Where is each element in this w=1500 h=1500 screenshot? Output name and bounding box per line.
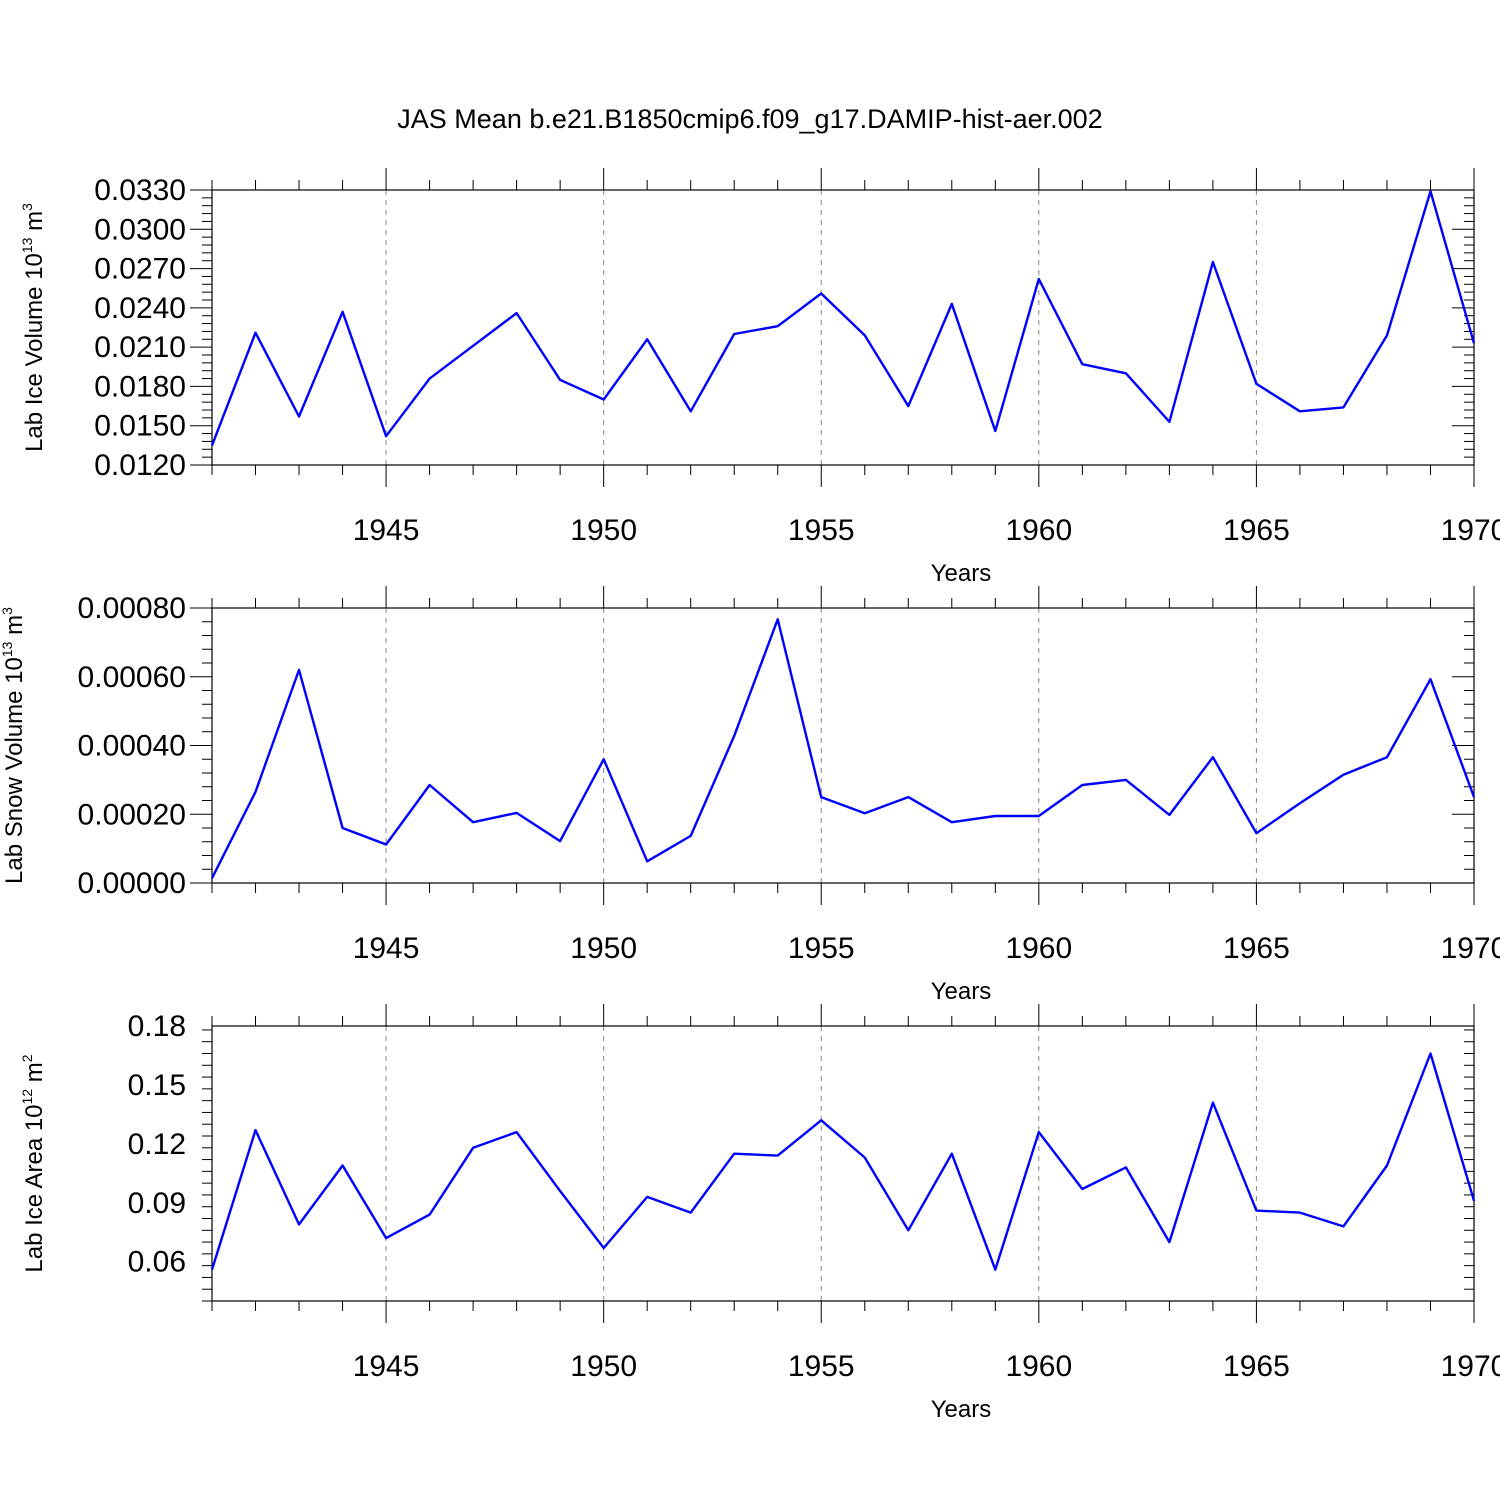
y-tick-label: 0.09: [128, 1187, 186, 1220]
plot-frame: [211, 1025, 1475, 1302]
series-line: [210, 618, 1476, 879]
x-tick-label: 1955: [788, 514, 855, 547]
x-tick-label: 1960: [1005, 1350, 1072, 1383]
x-tick-label: 1955: [788, 932, 855, 965]
y-tick-label: 0.0240: [94, 292, 186, 325]
x-axis-label: Years: [931, 1396, 992, 1423]
y-tick-label: 0.00060: [78, 661, 186, 694]
y-axis-label: Lab Ice Volume 1013 m3: [19, 203, 48, 452]
y-tick-label: 0.06: [128, 1246, 186, 1279]
x-tick-label: 1965: [1223, 1350, 1290, 1383]
y-tick-label: 0.0330: [94, 174, 186, 207]
y-axis-label-unit-exponent: 3: [0, 607, 15, 615]
y-tick-label: 0.12: [128, 1128, 186, 1161]
x-tick-label: 1950: [570, 932, 637, 965]
series-line: [210, 1052, 1476, 1271]
y-axis-label-exponent: 13: [19, 237, 35, 253]
y-tick-label: 0.15: [128, 1069, 186, 1102]
plot-frame: [211, 189, 1475, 466]
y-tick-label: 0.0210: [94, 331, 186, 364]
y-axis-label-main: Lab Snow Volume 10: [1, 657, 28, 884]
panel-1: 1945 1950 1955 1960 1965 1970 0.0120 0.0150 0.01…: [19, 168, 1500, 587]
y-axis-label: Lab Ice Area 1012 m2: [19, 1054, 48, 1272]
y-tick-label: 0.0150: [94, 410, 186, 443]
x-tick-label: 1945: [353, 514, 420, 547]
y-tick-label: 0.00020: [78, 798, 186, 831]
x-tick-label: 1960: [1005, 514, 1072, 547]
y-tick-label: 0.00040: [78, 730, 186, 763]
x-tick-label: 1970: [1441, 932, 1500, 965]
y-axis-label: Lab Snow Volume 1013 m3: [0, 607, 28, 884]
y-tick-label: 0.0180: [94, 370, 186, 403]
y-tick-label: 0.00000: [78, 867, 186, 900]
x-tick-label: 1970: [1441, 1350, 1500, 1383]
x-tick-label: 1965: [1223, 514, 1290, 547]
y-axis-label-exponent: 13: [0, 641, 15, 657]
x-tick-label: 1955: [788, 1350, 855, 1383]
x-tick-label: 1960: [1005, 932, 1072, 965]
y-axis-label-main: Lab Ice Area 10: [21, 1104, 48, 1272]
chart-title: JAS Mean b.e21.B1850cmip6.f09_g17.DAMIP-…: [397, 104, 1102, 134]
y-axis-label-unit: m: [21, 211, 48, 238]
panels-container: 1945 1950 1955 1960 1965 1970 0.0120 0.0150 0.01…: [0, 168, 1500, 1423]
x-tick-label: 1945: [353, 1350, 420, 1383]
x-tick-label: 1965: [1223, 932, 1290, 965]
y-axis-label-unit-exponent: 2: [19, 1054, 35, 1062]
y-axis-label-unit: m: [1, 615, 28, 642]
series-line: [210, 190, 1476, 446]
y-tick-label: 0.0120: [94, 449, 186, 482]
y-axis-label-unit: m: [21, 1062, 48, 1089]
panel-3: 1945 1950 1955 1960 1965 1970 0.06 0.09 0.12 0.15…: [19, 1004, 1500, 1423]
x-axis-label: Years: [931, 560, 992, 587]
y-tick-label: 0.0300: [94, 213, 186, 246]
panel-2: 1945 1950 1955 1960 1965 1970 0.00000 0.00020 0.…: [0, 586, 1500, 1005]
y-tick-label: 0.18: [128, 1010, 186, 1043]
x-tick-label: 1950: [570, 514, 637, 547]
x-tick-label: 1950: [570, 1350, 637, 1383]
y-tick-label: 0.00080: [78, 592, 186, 625]
y-axis-label-exponent: 12: [19, 1089, 35, 1105]
plot-frame: [211, 607, 1475, 884]
x-tick-label: 1945: [353, 932, 420, 965]
x-tick-label: 1970: [1441, 514, 1500, 547]
y-axis-label-main: Lab Ice Volume 10: [21, 253, 48, 452]
y-axis-label-unit-exponent: 3: [19, 203, 35, 211]
y-tick-label: 0.0270: [94, 253, 186, 286]
x-axis-label: Years: [931, 978, 992, 1005]
